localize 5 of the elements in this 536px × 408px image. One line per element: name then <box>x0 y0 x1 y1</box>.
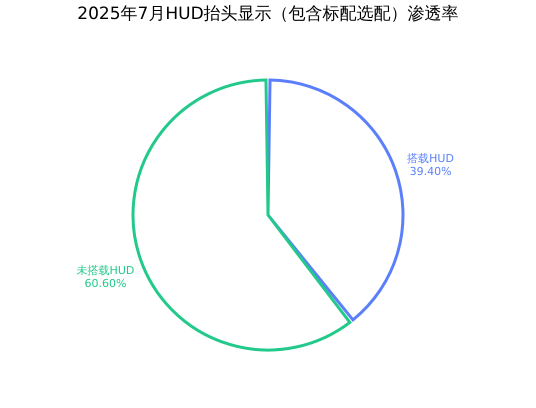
data-label: 39.40% <box>410 164 452 178</box>
slice-label: 未搭载HUD <box>76 264 134 278</box>
chart-title: 2025年7月HUD抬头显示（包含标配选配）渗透率 <box>77 4 459 24</box>
slice-label: 搭载HUD <box>407 152 454 165</box>
data-label: 60.60% <box>84 277 126 290</box>
